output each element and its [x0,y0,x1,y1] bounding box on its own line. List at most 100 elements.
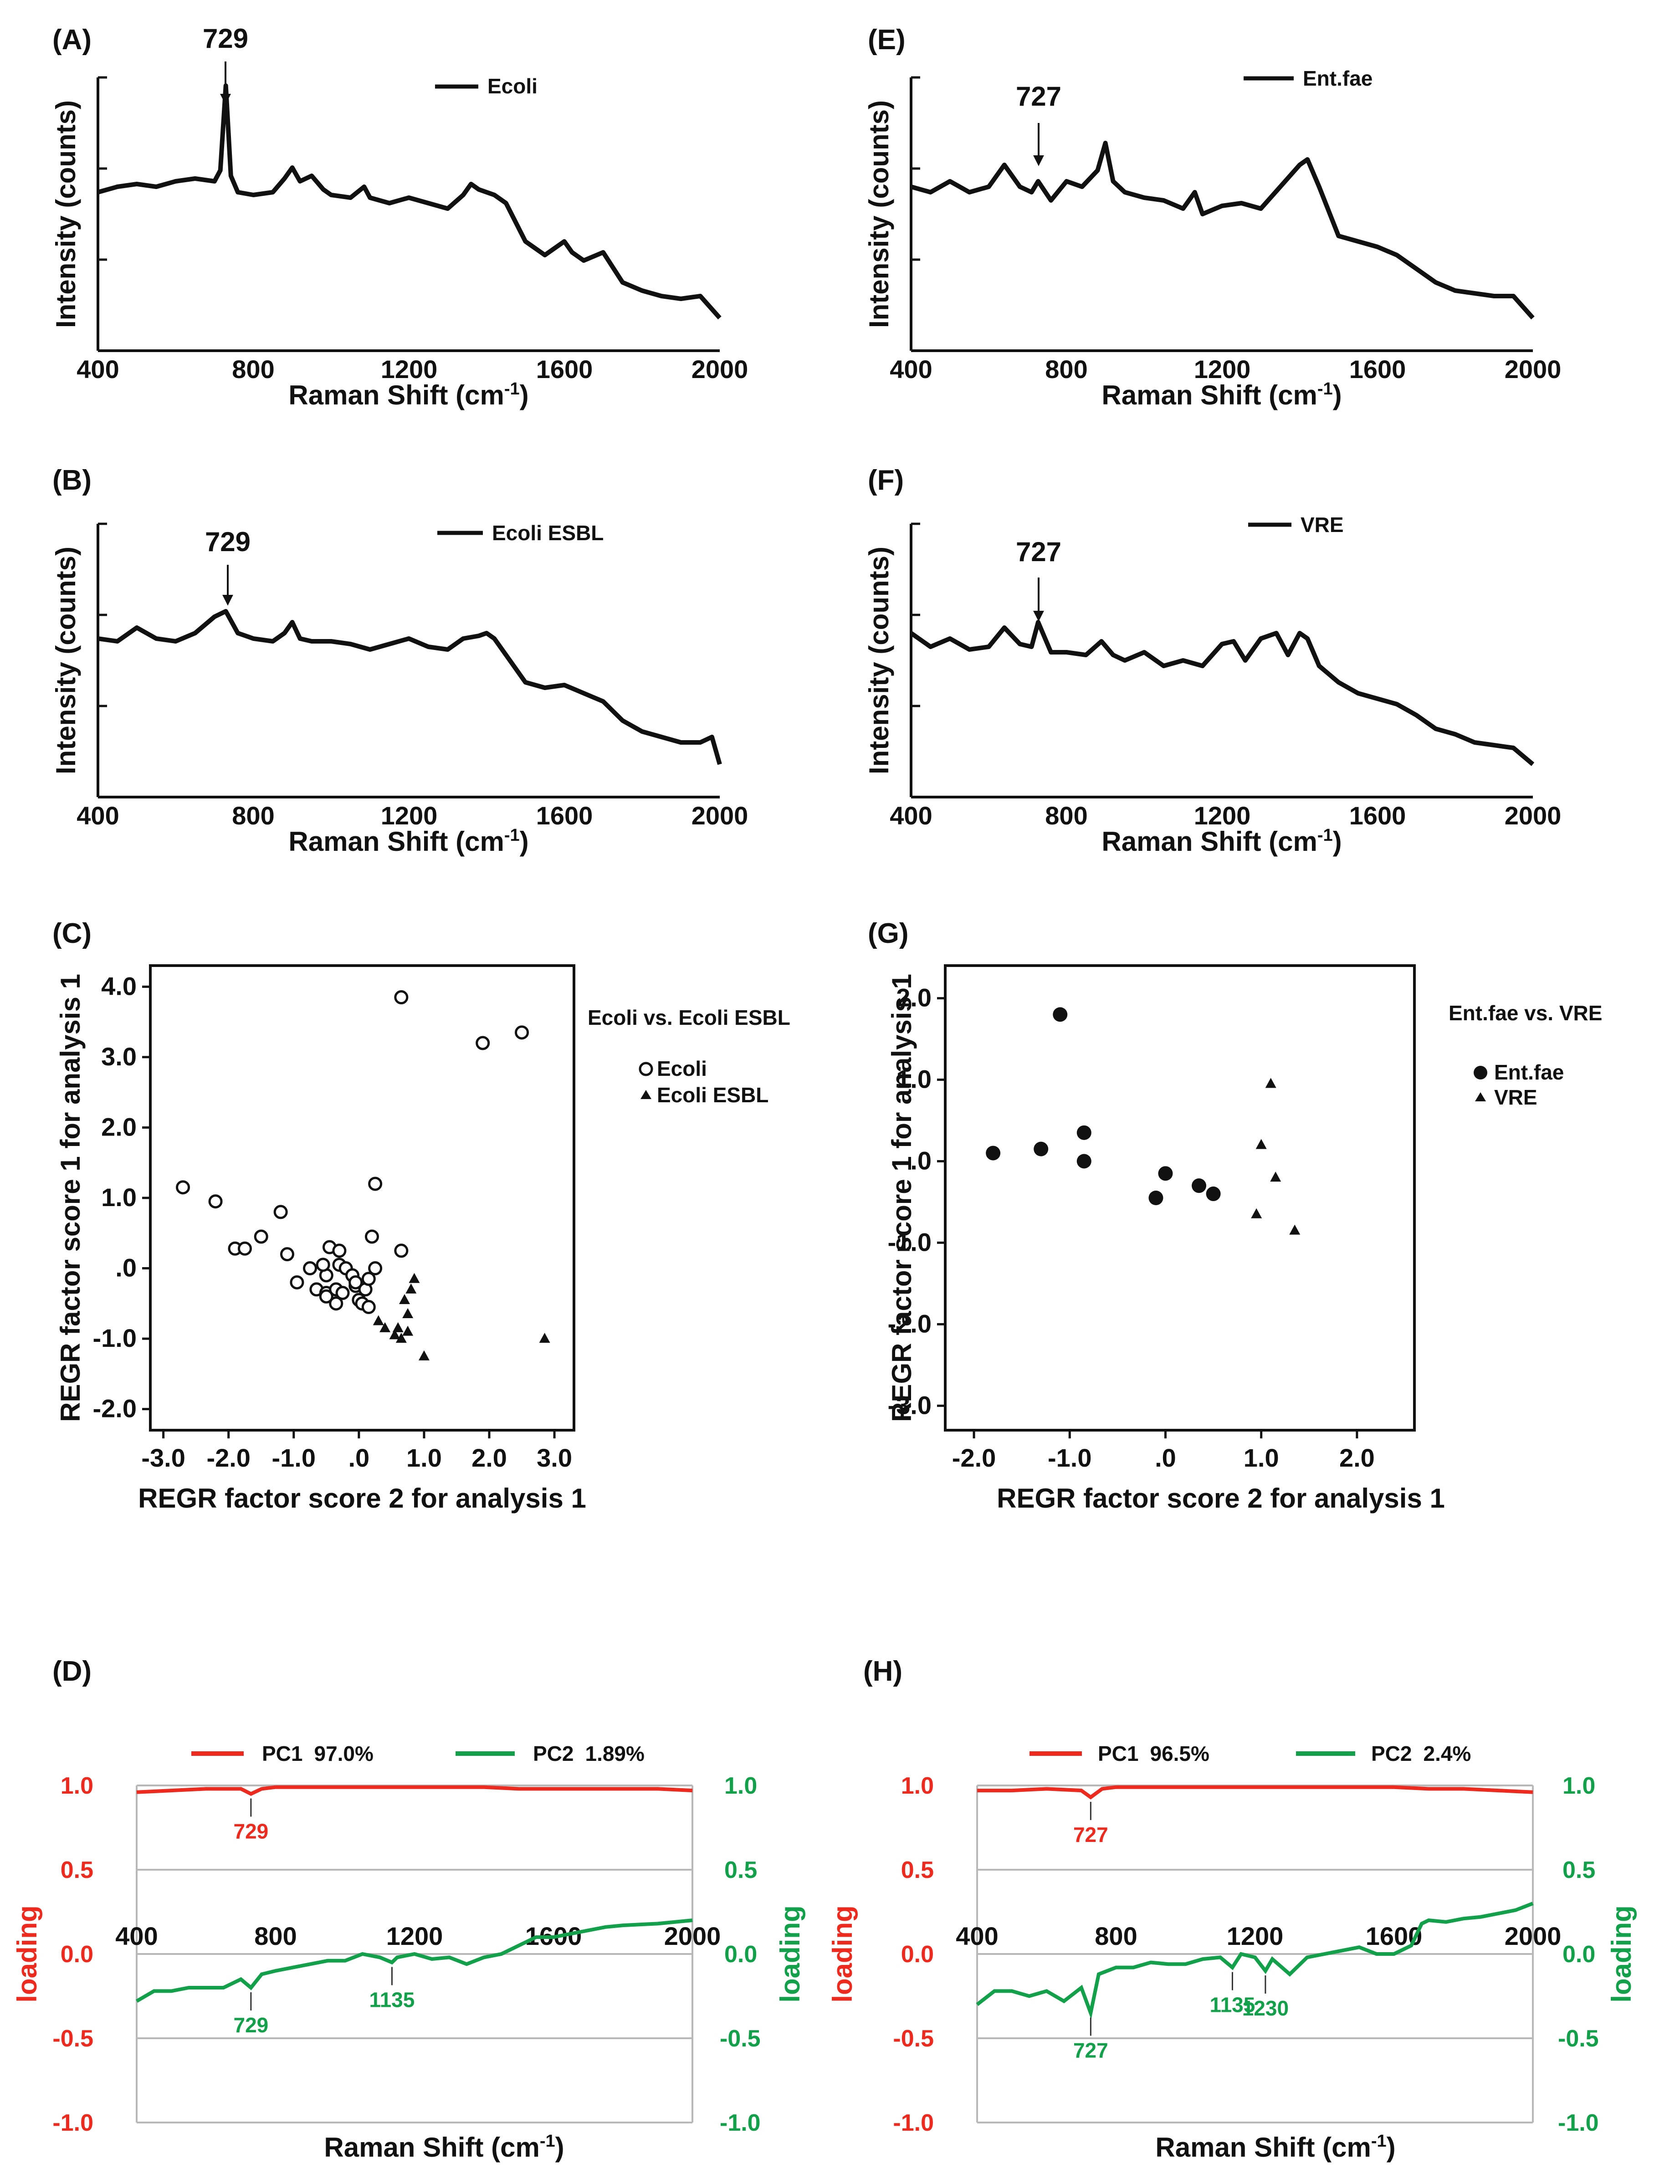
pc1-line [977,1785,1533,1800]
data-point [1076,1125,1091,1140]
y-tick-left: 0.5 [901,1857,934,1883]
y-tick-label: 4.0 [101,972,137,1000]
annotation-label: 1135 [369,1988,415,2012]
data-point [1192,1178,1207,1193]
data-point [1076,1154,1091,1169]
data-point [332,1243,347,1258]
data-point [539,1333,550,1343]
legend-title: Ent.fae vs. VRE [1449,1001,1602,1025]
panel-label-b: (B) [52,465,92,496]
y-tick-label: 2.0 [101,1112,137,1141]
score-plot-panel-c: -3.0 -2.0 -1.0.0 1.0 2.0 3.04.03.02.01.0.0-1.… [55,964,790,1514]
score-plot-panel-g: -2.0 -1.0 .0 1.0 2.0 2.0 1.0 .0 -1.0 -2.0 -3.0 REG… [886,964,1602,1514]
y-tick-left: 0.0 [901,1941,934,1968]
legend-label: Ent.fae [1494,1060,1564,1084]
y-tick-label: 2.0 [896,983,932,1012]
x-tick-label: 1200 [386,1922,443,1950]
x-tick-label: -1.0 [272,1443,316,1472]
data-point [1255,1139,1267,1149]
y-axis-label-right: loading [1606,1905,1637,2002]
data-point [335,1286,350,1300]
y-tick-left: -1.0 [893,2110,934,2136]
data-point [254,1229,268,1244]
y-tick-left: 0.5 [61,1857,93,1883]
y-tick-label: -2.0 [888,1309,932,1338]
x-axis-label: Raman Shift (cm-1) [288,379,528,410]
data-point [1148,1191,1163,1205]
y-tick-label: -1.0 [93,1324,137,1352]
pc2-line [135,1918,693,2003]
data-point [418,1350,430,1361]
y-axis-label: Intensity (counts) [51,547,81,774]
panel-label-a: (A) [52,24,92,56]
x-axis-label: Raman Shift (cm-1) [1155,2132,1395,2163]
y-tick-label: 1.0 [101,1183,137,1212]
data-point [237,1241,252,1256]
legend-marker-circle [1474,1066,1487,1079]
data-point [394,990,409,1005]
peak-label: 727 [1016,81,1061,112]
x-axis-label: Raman Shift (cm-1) [1101,826,1342,857]
y-tick-right: 0.5 [724,1857,757,1883]
x-tick-label: 2.0 [471,1443,507,1472]
data-point [176,1180,190,1195]
spectrum-panel-e: Intensity (counts) 400 800 1200 1600 200… [864,66,1561,410]
data-point [389,1329,400,1340]
legend-label: PC1 96.5% [1098,1742,1209,1765]
legend-label: Ecoli [487,74,538,98]
data-point [368,1261,383,1276]
data-point [402,1325,414,1336]
x-axis-label: Raman Shift (cm-1) [1101,379,1342,410]
y-tick-left: 1.0 [61,1773,93,1799]
x-tick-label: 2000 [691,801,748,830]
peak-label: 729 [203,23,248,54]
y-tick-left: 1.0 [901,1773,934,1799]
x-tick-label: .0 [1155,1443,1176,1472]
x-tick-label: -1.0 [1048,1443,1092,1472]
data-point [329,1296,343,1311]
x-tick-label: 800 [254,1922,297,1950]
x-tick-label: 800 [232,355,274,384]
y-tick-left: -1.0 [52,2110,93,2136]
x-tick-label: -2.0 [206,1443,251,1472]
legend-label: Ecoli [657,1057,707,1080]
legend-label: Ecoli ESBL [492,521,604,545]
x-tick-label: 400 [77,355,119,384]
x-axis-label: REGR factor score 2 for analysis 1 [997,1483,1445,1514]
x-tick-label: 800 [1045,355,1087,384]
data-point [208,1194,223,1209]
x-tick-label: 3.0 [537,1443,572,1472]
data-point [348,1275,363,1289]
y-tick-right: 0.0 [724,1941,757,1968]
loading-panel-h: 1.0 0.5 0.0 -0.5 -1.0 1.0 0.5 0.0 -0.5 -… [827,1742,1637,2163]
x-tick-label: 400 [956,1922,998,1950]
data-point [399,1294,410,1304]
legend-label: Ecoli ESBL [657,1083,768,1107]
y-tick-label: 3.0 [101,1042,137,1071]
x-tick-label: 1600 [536,801,593,830]
x-tick-label: -2.0 [952,1443,996,1472]
data-point [379,1322,391,1332]
y-tick-left: -0.5 [893,2025,934,2052]
x-tick-label: 1200 [1227,1922,1284,1950]
spectrum-panel-f: Intensity (counts) 400 800 1200 1600 200… [864,513,1561,857]
legend-label: VRE [1301,513,1344,537]
x-tick-label: .0 [348,1443,369,1472]
x-tick-label: 1200 [1194,355,1251,384]
legend-label: PC2 1.89% [533,1742,645,1765]
y-tick-right: -1.0 [1558,2110,1599,2136]
y-tick-right: -1.0 [720,2110,761,2136]
plot-frame [944,964,1416,1432]
data-point [392,1322,404,1332]
x-tick-label: 1200 [381,355,438,384]
y-tick-label: .0 [115,1253,137,1282]
x-tick-label: 2.0 [1339,1443,1375,1472]
y-tick-label: 1.0 [896,1065,932,1094]
y-axis-label: REGR factor score 1 for analysis 1 [55,974,86,1422]
x-tick-label: 1600 [1349,801,1406,830]
y-axis-label: REGR factor score 1 for analysis 1 [886,974,917,1422]
annotation-label: 1230 [1242,1996,1289,2020]
y-axis-label: Intensity (counts) [864,100,894,328]
data-point [273,1205,288,1219]
x-tick-label: 2000 [1505,801,1562,830]
